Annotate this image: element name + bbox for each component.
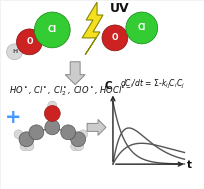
Circle shape <box>7 44 22 60</box>
Circle shape <box>60 125 75 140</box>
Circle shape <box>78 130 87 139</box>
Circle shape <box>74 142 83 151</box>
Circle shape <box>45 120 59 135</box>
Polygon shape <box>87 119 105 135</box>
Text: dC$_i$/dt = $\Sigma$-k$_{ij}$C$_i$C$_j$: dC$_i$/dt = $\Sigma$-k$_{ij}$C$_i$C$_j$ <box>119 78 184 91</box>
Circle shape <box>70 142 79 151</box>
Text: +: + <box>5 108 22 127</box>
Text: Cl: Cl <box>48 26 57 34</box>
Circle shape <box>17 29 42 55</box>
Text: O: O <box>111 33 118 42</box>
Text: O: O <box>26 37 32 46</box>
Circle shape <box>34 12 70 48</box>
Text: HO$^\bullet$, Cl$^\bullet$, Cl$_2^\bullet$, ClO$^\bullet$, HOCl$^{\bullet-}$: HO$^\bullet$, Cl$^\bullet$, Cl$_2^\bulle… <box>9 85 131 98</box>
Circle shape <box>25 142 34 151</box>
Polygon shape <box>65 62 85 85</box>
Text: C: C <box>104 81 111 91</box>
Circle shape <box>19 132 34 147</box>
Polygon shape <box>82 2 102 55</box>
Circle shape <box>102 25 127 51</box>
Circle shape <box>48 101 57 110</box>
Text: H: H <box>12 49 17 54</box>
Circle shape <box>29 125 44 140</box>
Circle shape <box>125 12 157 44</box>
Text: UV: UV <box>109 2 129 15</box>
Circle shape <box>44 105 60 121</box>
Circle shape <box>20 142 29 151</box>
Text: t: t <box>186 160 191 170</box>
Text: Cl: Cl <box>137 23 145 33</box>
Circle shape <box>14 130 23 139</box>
Circle shape <box>70 132 85 147</box>
